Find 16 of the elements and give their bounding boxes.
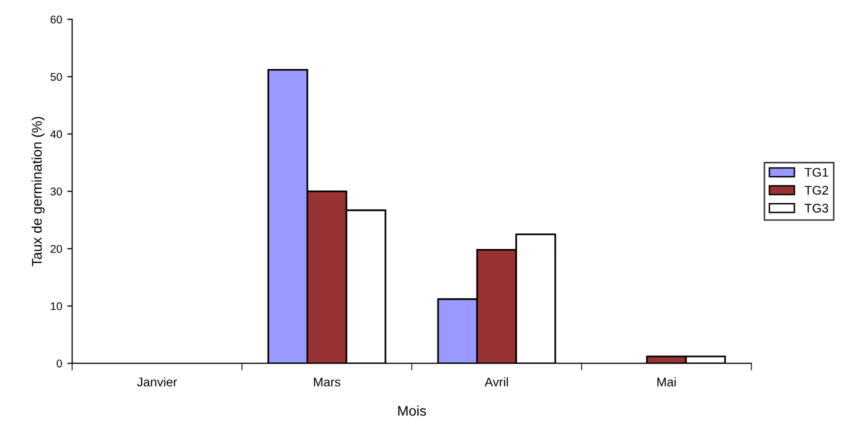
x-axis-title: Mois bbox=[398, 406, 426, 416]
legend-label: TG3 bbox=[804, 204, 828, 213]
y-tick-label: 50 bbox=[50, 72, 62, 81]
x-tick-label: Janvier bbox=[137, 377, 178, 386]
y-tick-label: 60 bbox=[50, 16, 62, 24]
y-tick-label: 0 bbox=[56, 360, 62, 368]
x-tick-label: Avril bbox=[484, 377, 508, 386]
y-axis-title: Taux de germination (%) bbox=[32, 116, 45, 266]
legend-label: TG1 bbox=[804, 168, 828, 177]
y-tick-label: 20 bbox=[50, 244, 62, 253]
y-tick-label: 10 bbox=[50, 302, 62, 310]
y-tick-label: 30 bbox=[50, 188, 62, 196]
x-tick-label: Mars bbox=[314, 378, 340, 386]
y-tick-label: 40 bbox=[50, 130, 62, 138]
legend-label: TG2 bbox=[804, 186, 828, 195]
x-tick-label: Mai bbox=[657, 377, 676, 386]
